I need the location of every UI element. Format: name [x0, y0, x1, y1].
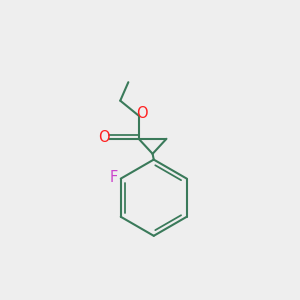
- Text: O: O: [98, 130, 109, 145]
- Text: F: F: [110, 170, 118, 185]
- Text: O: O: [136, 106, 147, 121]
